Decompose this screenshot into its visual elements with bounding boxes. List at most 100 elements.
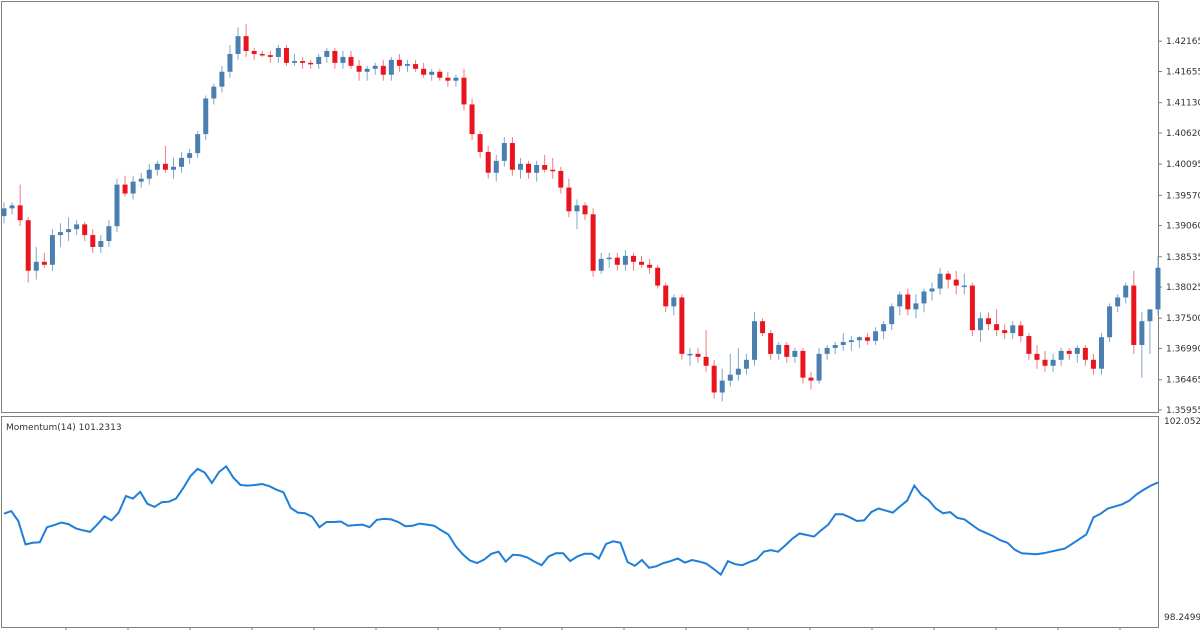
momentum-pane: Momentum(14) 101.2313 102.052 98.2499 (2, 417, 1200, 628)
candle-body (647, 265, 652, 268)
candle-body (978, 318, 983, 330)
candle-body (332, 51, 337, 63)
candle-body (736, 369, 741, 375)
candle-body (106, 226, 111, 241)
candle-body (792, 351, 797, 357)
candle-body (897, 294, 902, 306)
momentum-label: Momentum(14) 101.2313 (6, 423, 122, 433)
candle-body (800, 351, 805, 378)
candle-body (784, 345, 789, 357)
candle-body (114, 185, 119, 227)
momentum-pane-frame (2, 417, 1159, 628)
candle-body (994, 324, 999, 330)
price-tick-label: 1.42165 (1166, 37, 1200, 47)
candle-body (349, 57, 354, 66)
candle-body (849, 340, 854, 342)
candle-body (744, 360, 749, 369)
candle-body (42, 262, 47, 265)
candle-body (558, 171, 563, 188)
candle-body (639, 262, 644, 265)
candle-body (284, 48, 289, 63)
candle-body (413, 64, 418, 69)
candle-body (502, 143, 507, 161)
candle-body (1115, 297, 1120, 306)
candle-body (34, 262, 39, 271)
candle-body (195, 134, 200, 153)
candle-body (445, 78, 450, 81)
momentum-tick-label: 102.052 (1164, 417, 1200, 427)
candle-body (66, 229, 71, 232)
candle-body (219, 72, 224, 87)
candle-body (478, 134, 483, 152)
candle-body (373, 66, 378, 69)
price-tick-label: 1.38535 (1166, 253, 1200, 263)
candle-body (938, 274, 943, 289)
candle-body (1067, 351, 1072, 354)
candle-body (10, 205, 15, 208)
candle-body (357, 66, 362, 72)
momentum-tick-label: 98.2499 (1164, 613, 1200, 623)
candle-body (1059, 351, 1064, 360)
candle-body (623, 256, 628, 265)
candle-body (421, 69, 426, 75)
price-pane: 1.421651.416551.411301.406201.400951.395… (1, 2, 1200, 417)
candle-body (962, 286, 967, 288)
price-tick-label: 1.41130 (1166, 99, 1200, 109)
candle-body (292, 61, 297, 63)
candle-body (930, 289, 935, 292)
candle-body (268, 55, 273, 57)
candle-body (1123, 286, 1128, 298)
candle-body (139, 179, 144, 182)
candle-body (1026, 336, 1031, 354)
candle-body (453, 78, 458, 81)
candle-body (817, 354, 822, 381)
candle-body (18, 205, 23, 220)
candle-body (905, 294, 910, 309)
candle-body (324, 51, 329, 57)
candle-body (147, 170, 152, 179)
candle-body (1034, 354, 1039, 360)
candle-body (405, 64, 410, 66)
candle-body (696, 354, 701, 357)
candle-body (1155, 268, 1160, 310)
candle-body (583, 205, 588, 214)
candle-body (833, 345, 838, 348)
price-tick-label: 1.37500 (1166, 314, 1200, 324)
candle-body (155, 164, 160, 170)
candle-body (397, 60, 402, 66)
candle-body (986, 318, 991, 324)
candle-body (244, 36, 249, 51)
candle-body (1043, 360, 1048, 366)
candle-body (260, 54, 265, 56)
price-tick-label: 1.36465 (1166, 376, 1200, 386)
candle-body (671, 297, 676, 306)
candle-body (90, 235, 95, 247)
candle-body (163, 164, 168, 170)
price-tick-label: 1.40095 (1166, 160, 1200, 170)
candle-body (26, 220, 31, 270)
candle-body (631, 256, 636, 262)
candle-body (437, 72, 442, 78)
candle-body (316, 57, 321, 64)
candle-body (607, 258, 612, 260)
candle-body (486, 152, 491, 173)
price-tick-label: 1.39570 (1166, 191, 1200, 201)
candle-body (510, 143, 515, 170)
candle-body (236, 36, 241, 54)
candle-body (808, 378, 813, 381)
candle-body (1107, 306, 1112, 337)
candle-body (123, 185, 128, 194)
candle-body (954, 280, 959, 286)
candle-body (494, 161, 499, 173)
candle-body (1075, 348, 1080, 354)
candle-body (655, 268, 660, 286)
candle-body (550, 170, 555, 172)
candle-body (227, 54, 232, 72)
candle-body (615, 258, 620, 265)
candle-body (252, 51, 257, 54)
candle-body (889, 306, 894, 324)
candle-body (276, 48, 281, 57)
candle-body (50, 235, 55, 265)
